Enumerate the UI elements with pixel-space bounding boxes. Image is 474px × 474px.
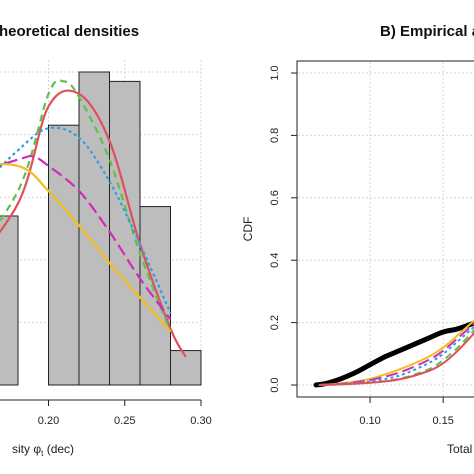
- panel-a-histogram-bar: [48, 124, 80, 386]
- panel-b-cdf-chart: B) Empirical a 0.00.20.40.60.81.0 0.10 0.…: [241, 23, 474, 456]
- panel-a-histogram-bar: [109, 80, 141, 386]
- panel-b-y-tick-label: 0.4: [269, 253, 281, 268]
- panel-b-x-axis-label: Total: [447, 442, 472, 456]
- panel-b-empirical-cdf: [313, 320, 474, 388]
- panel-b-y-axis: 0.0 0.2 0.4 0.6 0.8 1.0: [269, 65, 297, 393]
- panel-b-plot-frame: [296, 60, 474, 398]
- panel-b-x-tick-label: 0.10: [359, 415, 380, 427]
- panel-b-x-axis: 0.10 0.15: [359, 397, 454, 427]
- panel-b-theoretical-cdf: [318, 331, 474, 386]
- panel-a-x-tick-label: 0.20: [38, 415, 59, 427]
- panel-b-y-tick-label: 0.0: [269, 377, 281, 392]
- panel-a-histogram: [0, 71, 202, 386]
- panel-a-histogram-bar: [139, 206, 171, 386]
- panel-a-histogram-bar: [78, 71, 110, 386]
- panel-b-y-tick-label: 0.8: [269, 128, 281, 143]
- panel-b-title: B) Empirical a: [380, 23, 474, 40]
- panel-a-density-curve: [0, 154, 172, 320]
- panel-a-x-tick-label: 0.25: [114, 415, 135, 427]
- panel-a-density-chart: heoretical densities 0.20 0.25 0.30 sity φ…: [0, 23, 212, 458]
- panel-b-y-axis-label: CDF: [241, 217, 255, 242]
- panel-a-density-curves: [0, 79, 187, 358]
- panel-a-density-curve: [0, 126, 172, 314]
- panel-a-density-curve: [0, 162, 172, 333]
- panel-a-x-tick-label: 0.30: [190, 415, 211, 427]
- panel-a-histogram-bar: [0, 215, 19, 386]
- panel-b-cdf-curves: [313, 319, 474, 388]
- panel-a-x-axis-label: sity φt (dec): [12, 442, 74, 458]
- panel-a-title: heoretical densities: [0, 23, 139, 40]
- panel-b-y-tick-label: 0.6: [269, 190, 281, 205]
- panel-b-y-tick-label: 0.2: [269, 315, 281, 330]
- panel-a-x-axis: 0.20 0.25 0.30: [0, 399, 212, 427]
- panel-b-y-tick-label: 1.0: [269, 65, 281, 80]
- panel-a-density-curve: [0, 89, 187, 358]
- panel-b-x-tick-label: 0.15: [432, 415, 453, 427]
